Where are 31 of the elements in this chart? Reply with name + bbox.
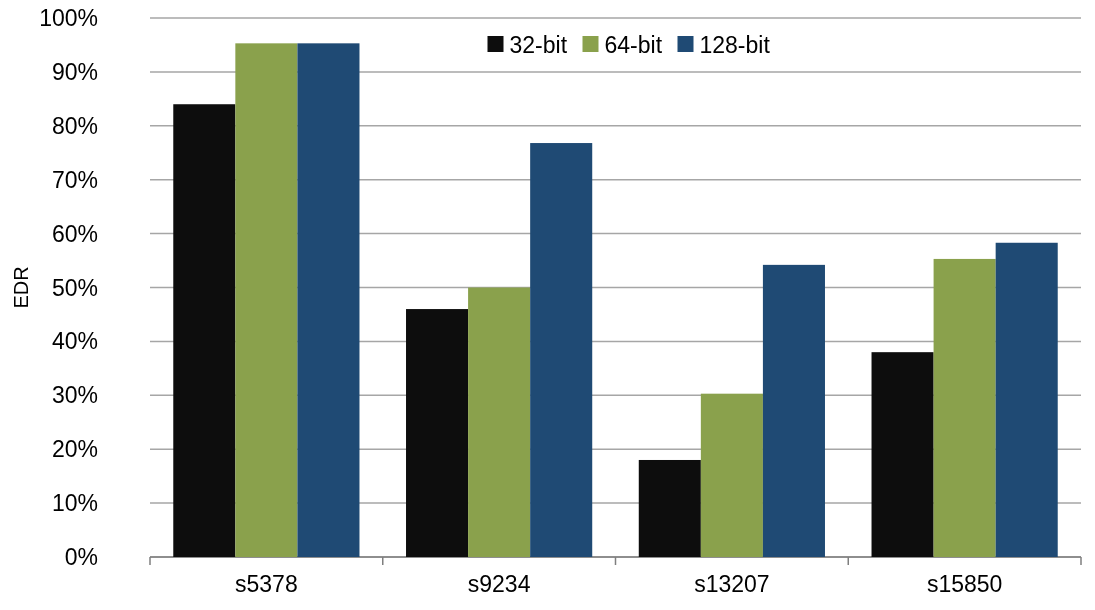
x-tick-label: s5378	[235, 571, 298, 597]
legend-label: 64-bit	[604, 32, 663, 59]
y-tick-label: 100%	[39, 5, 98, 32]
bar	[297, 43, 360, 557]
y-tick-label: 30%	[51, 382, 98, 409]
legend-label: 32-bit	[509, 32, 568, 59]
bar	[173, 104, 236, 557]
x-tick-label: s15850	[926, 571, 1003, 597]
y-tick-label: 20%	[51, 436, 98, 463]
bar	[700, 393, 763, 557]
x-tick-label: s13207	[694, 571, 770, 597]
y-tick-label: 40%	[51, 328, 98, 355]
bar	[762, 264, 825, 557]
bar	[406, 309, 469, 557]
bar	[468, 287, 531, 557]
y-tick-label: 80%	[51, 112, 98, 139]
y-axis-title: EDR	[10, 266, 32, 309]
bar	[530, 143, 593, 557]
y-tick-label: 10%	[51, 490, 98, 517]
bar	[995, 242, 1058, 557]
bar	[933, 258, 996, 557]
bar	[871, 352, 934, 557]
legend-label: 128-bit	[699, 32, 771, 59]
y-tick-label: 50%	[51, 274, 98, 301]
x-tick-label: s9234	[467, 571, 531, 597]
y-tick-label: 0%	[64, 544, 98, 571]
y-tick-label: 70%	[51, 166, 98, 193]
bar	[638, 459, 701, 557]
bar	[235, 43, 298, 557]
y-tick-label: 90%	[51, 58, 98, 85]
y-tick-label: 60%	[51, 220, 98, 247]
